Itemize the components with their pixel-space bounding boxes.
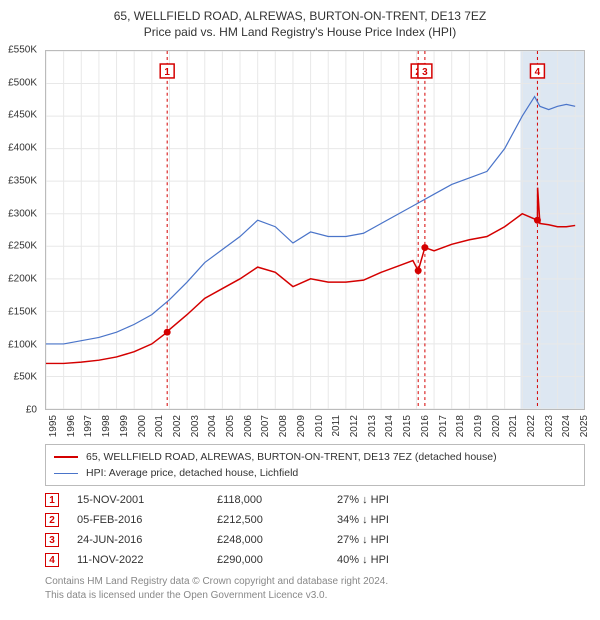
sale-marker: 3 bbox=[45, 533, 59, 547]
x-tick-label: 2003 bbox=[190, 415, 201, 437]
sale-date: 15-NOV-2001 bbox=[77, 494, 217, 506]
y-tick-label: £50K bbox=[14, 372, 37, 383]
footer-line-1: Contains HM Land Registry data © Crown c… bbox=[45, 575, 585, 589]
sale-price: £248,000 bbox=[217, 534, 337, 546]
y-tick-label: £500K bbox=[8, 77, 37, 88]
y-tick-label: £300K bbox=[8, 208, 37, 219]
x-tick-label: 2019 bbox=[473, 415, 484, 437]
x-tick-label: 2015 bbox=[402, 415, 413, 437]
sale-marker: 2 bbox=[45, 513, 59, 527]
svg-text:3: 3 bbox=[422, 67, 428, 78]
sale-row: 4 11-NOV-2022£290,00040% ↓ HPI bbox=[45, 550, 585, 570]
sale-date: 11-NOV-2022 bbox=[77, 554, 217, 566]
x-tick-label: 2016 bbox=[420, 415, 431, 437]
x-tick-label: 2013 bbox=[367, 415, 378, 437]
legend: 65, WELLFIELD ROAD, ALREWAS, BURTON-ON-T… bbox=[45, 444, 585, 486]
x-tick-label: 2008 bbox=[278, 415, 289, 437]
x-tick-label: 1996 bbox=[66, 415, 77, 437]
legend-label: HPI: Average price, detached house, Lich… bbox=[86, 467, 298, 479]
y-tick-label: £200K bbox=[8, 274, 37, 285]
chart-subtitle: Price paid vs. HM Land Registry's House … bbox=[0, 25, 600, 43]
x-tick-label: 2004 bbox=[207, 415, 218, 437]
sale-diff: 27% ↓ HPI bbox=[337, 534, 457, 546]
sale-row: 2 05-FEB-2016£212,50034% ↓ HPI bbox=[45, 510, 585, 530]
sale-row: 1 15-NOV-2001£118,00027% ↓ HPI bbox=[45, 490, 585, 510]
x-tick-label: 2006 bbox=[243, 415, 254, 437]
x-tick-label: 2018 bbox=[455, 415, 466, 437]
sale-price: £290,000 bbox=[217, 554, 337, 566]
y-tick-label: £100K bbox=[8, 339, 37, 350]
x-tick-label: 1998 bbox=[101, 415, 112, 437]
x-tick-label: 2024 bbox=[561, 415, 572, 437]
x-tick-label: 2022 bbox=[526, 415, 537, 437]
chart-plot: 1234 bbox=[45, 50, 585, 410]
sale-price: £212,500 bbox=[217, 514, 337, 526]
legend-swatch bbox=[54, 456, 78, 458]
y-tick-label: £250K bbox=[8, 241, 37, 252]
x-tick-label: 1997 bbox=[83, 415, 94, 437]
legend-item: 65, WELLFIELD ROAD, ALREWAS, BURTON-ON-T… bbox=[54, 449, 576, 465]
legend-label: 65, WELLFIELD ROAD, ALREWAS, BURTON-ON-T… bbox=[86, 451, 497, 463]
x-tick-label: 1995 bbox=[48, 415, 59, 437]
x-tick-label: 2025 bbox=[579, 415, 590, 437]
x-tick-label: 2010 bbox=[314, 415, 325, 437]
chart-container: 65, WELLFIELD ROAD, ALREWAS, BURTON-ON-T… bbox=[0, 0, 600, 620]
x-tick-label: 2020 bbox=[491, 415, 502, 437]
chart-area: 1234 £0£50K£100K£150K£200K£250K£300K£350… bbox=[45, 50, 585, 410]
chart-title: 65, WELLFIELD ROAD, ALREWAS, BURTON-ON-T… bbox=[0, 0, 600, 25]
y-tick-label: £350K bbox=[8, 175, 37, 186]
legend-item: HPI: Average price, detached house, Lich… bbox=[54, 465, 576, 481]
y-tick-label: £150K bbox=[8, 306, 37, 317]
sale-marker: 1 bbox=[45, 493, 59, 507]
x-tick-label: 2011 bbox=[331, 415, 342, 437]
sale-diff: 27% ↓ HPI bbox=[337, 494, 457, 506]
x-tick-label: 1999 bbox=[119, 415, 130, 437]
x-tick-label: 2002 bbox=[172, 415, 183, 437]
sale-diff: 40% ↓ HPI bbox=[337, 554, 457, 566]
sales-table: 115-NOV-2001£118,00027% ↓ HPI205-FEB-201… bbox=[45, 490, 585, 570]
x-tick-label: 2007 bbox=[260, 415, 271, 437]
x-tick-label: 2000 bbox=[137, 415, 148, 437]
footer-line-2: This data is licensed under the Open Gov… bbox=[45, 589, 585, 603]
footer-attribution: Contains HM Land Registry data © Crown c… bbox=[45, 575, 585, 603]
x-tick-label: 2023 bbox=[544, 415, 555, 437]
y-tick-label: £0 bbox=[26, 405, 37, 416]
x-tick-label: 2009 bbox=[296, 415, 307, 437]
sale-date: 24-JUN-2016 bbox=[77, 534, 217, 546]
y-tick-label: £450K bbox=[8, 110, 37, 121]
sale-diff: 34% ↓ HPI bbox=[337, 514, 457, 526]
svg-text:1: 1 bbox=[164, 67, 170, 78]
y-tick-label: £400K bbox=[8, 143, 37, 154]
sale-price: £118,000 bbox=[217, 494, 337, 506]
svg-text:4: 4 bbox=[535, 67, 541, 78]
y-tick-label: £550K bbox=[8, 45, 37, 56]
sale-row: 3 24-JUN-2016£248,00027% ↓ HPI bbox=[45, 530, 585, 550]
legend-swatch bbox=[54, 473, 78, 474]
x-tick-label: 2017 bbox=[438, 415, 449, 437]
sale-marker: 4 bbox=[45, 553, 59, 567]
x-tick-label: 2001 bbox=[154, 415, 165, 437]
sale-date: 05-FEB-2016 bbox=[77, 514, 217, 526]
x-tick-label: 2005 bbox=[225, 415, 236, 437]
x-tick-label: 2014 bbox=[384, 415, 395, 437]
x-tick-label: 2012 bbox=[349, 415, 360, 437]
x-tick-label: 2021 bbox=[508, 415, 519, 437]
